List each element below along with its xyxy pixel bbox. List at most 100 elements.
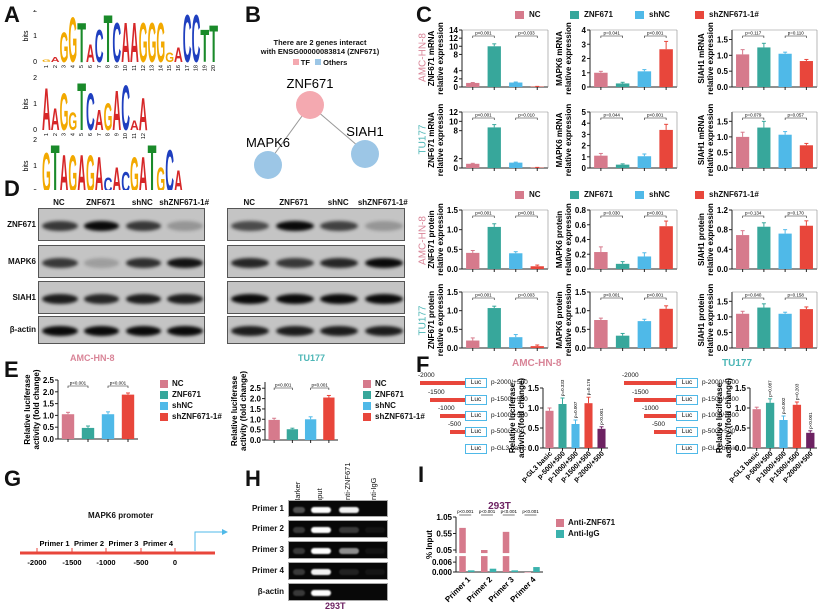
motif-position: 16 [176,65,182,71]
p-value: p<0.001 [475,293,492,298]
band [231,293,270,304]
y-tick-label: 1.0 [717,133,729,142]
plot-area: 0 1 2 3 4 MAPK6 mRNA relative expression p=0.04… [555,22,678,95]
band [275,293,314,304]
band [320,326,359,336]
swatch-shznf671 [160,412,168,421]
y-tick-label: 0.5 [575,325,587,334]
motif-letter: C [104,172,113,190]
chart-svg: 0.0 0.5 1.0 1.5 Relative luciferase activity … [715,378,817,484]
comparison-bracket [310,387,330,390]
position-label: -2000 [27,558,46,567]
motif-letter: G [60,23,69,71]
swatch-nc [363,379,371,388]
legend-e-tu: NC ZNF671 shNC shZNF671-1# [363,378,425,422]
y-axis-label: relative expression [706,284,715,357]
motif-letter: C [121,72,130,144]
motif-position: 13 [150,65,156,71]
y-tick-label: 1.0 [43,411,55,420]
swatch-znf671 [570,190,579,199]
y-axis-label: SIAH1 mRNA [697,115,706,165]
legend-label: shZNF671-1# [172,412,222,421]
bar [757,307,771,348]
fragment-start-label: -1500 [632,389,649,396]
y-tick-label: 1.0 [528,404,540,413]
primer-label: Primer 4 [143,539,174,548]
motif-tick-label: 0 [33,127,37,134]
p-value: p<0.001 [501,509,518,514]
y-tick-label: 8 [454,127,459,136]
f-title-amc: AMC-HN-8 [512,358,562,369]
chart-svg: 0.0 0.5 1.0 1.5 2.0 2.5 Relative luciferase act… [23,369,138,450]
motif-letter: C [86,84,95,143]
motif-position: 1 [44,133,50,136]
y-tick-label: 0.0 [717,83,729,92]
gel-lane-label: Marker [293,481,302,505]
y-axis-label: relative expression [436,104,445,177]
chart-mapk6-mrna-tu: 0 1 2 3 4 5 MAPK6 mRNA relative expression p=0.0… [554,100,679,176]
band [125,326,162,336]
promoter-fragment [430,398,465,402]
legend-label: NC [172,379,184,388]
comparison-bracket [472,215,495,218]
comparison-bracket [515,297,538,300]
bar [466,340,480,348]
p-value: p=0.041 [604,31,621,36]
bar [659,226,673,269]
p-value: p<0.001 [647,113,664,118]
promoter-fragment [644,414,676,418]
p-value: p<0.001 [647,31,664,36]
bar [489,568,497,572]
motif-position: 20 [211,65,217,71]
gel-band [365,527,385,533]
bar [466,82,480,87]
motif-letter: C [95,22,104,73]
motif-letter: A [95,104,104,137]
panel-label-e: E [4,357,19,382]
comparison-bracket [742,35,765,38]
luc-box: Luc [465,395,487,405]
legend-label: shNC [172,401,193,410]
node-znf671[interactable] [296,91,324,119]
bar [659,129,673,168]
motif-position: 12 [141,65,147,71]
node-siah1[interactable] [351,140,379,168]
y-tick-label: 1.5 [717,297,729,306]
panel-label-i: I [418,462,425,487]
p-value: p=0.117 [745,31,762,36]
y-tick-label: 0.000 [432,568,453,577]
node-label-mapk6: MAPK6 [246,135,290,150]
y-axis-label: relative expression [564,203,573,276]
legend-others: Others [323,58,348,67]
y-tick-label: 1.5 [575,288,587,297]
panel-label-c: C [416,2,432,27]
bar [637,256,652,269]
legend-label: shNC [649,10,670,19]
luc-box: Luc [676,378,698,388]
bar [530,346,544,348]
primer-label: Primer 3 [108,539,138,548]
swatch-shnc [635,10,644,19]
p-value: p=0.007 [573,401,578,418]
band [364,220,403,231]
motif-letter: G [42,59,51,63]
lane-label: ZNF671 [279,198,309,207]
swatch-nc [160,379,168,388]
primer-label: Primer 1 [39,539,69,548]
gel-lane-label: Anti-IgG [369,477,378,505]
node-mapk6[interactable] [254,151,282,179]
bar [799,225,813,269]
comparison-bracket [515,117,538,120]
comparison-bracket [784,215,807,218]
bar [509,82,523,87]
chart-siah1-protein-tu: 0.0 0.5 1.0 1.5 SIAH1 protein relative expres… [696,280,819,356]
gel-band [311,548,331,554]
y-tick-label: 0.0 [528,444,540,453]
band [320,293,359,304]
blot-strip-β-actin [38,316,205,344]
y-axis-label: relative expression [436,284,445,357]
blot-cell-tu: TU177 [298,353,326,363]
